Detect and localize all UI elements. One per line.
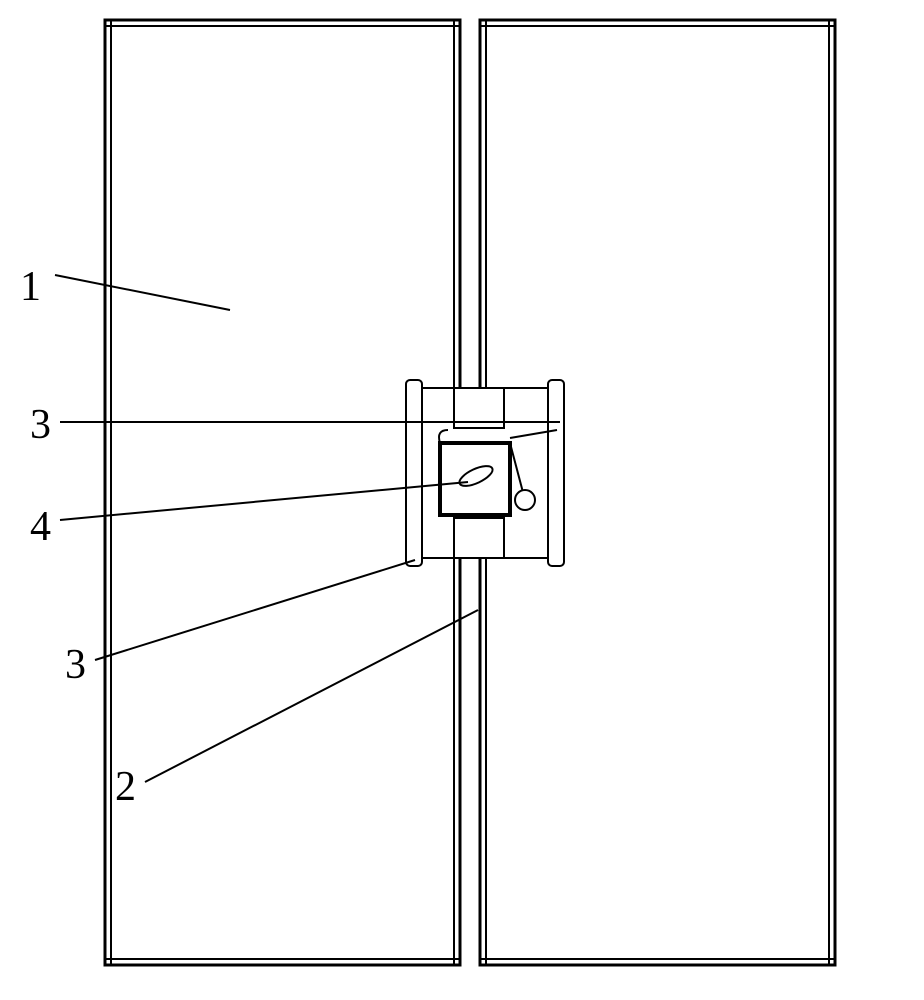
- callout-label-1: 1: [20, 264, 41, 310]
- lock-inner-rect: [440, 443, 510, 515]
- callout-label-3a: 3: [30, 402, 51, 448]
- callout-label-3b: 3: [65, 642, 86, 688]
- lock-left-rail: [406, 380, 422, 566]
- lock-right-rail: [548, 380, 564, 566]
- callout-label-2: 2: [115, 764, 136, 810]
- diagram-canvas: 1 3 4 3 2: [0, 0, 924, 1000]
- callout-label-4: 4: [30, 504, 51, 550]
- knob-bulb: [515, 490, 535, 510]
- lock-bottom-block: [454, 518, 504, 558]
